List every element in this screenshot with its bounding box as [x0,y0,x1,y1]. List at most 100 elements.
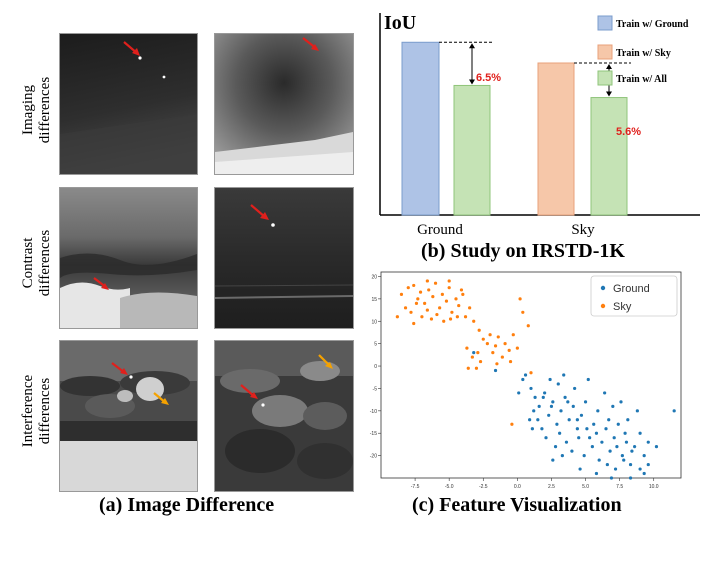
y-tick-label: -15 [370,431,377,437]
scatter-point-ground [563,395,567,399]
scatter-point-ground [541,395,545,399]
scatter-point-ground [559,409,563,413]
scatter-point-sky [454,297,458,301]
scatter-point-ground [642,471,646,476]
legend-marker-ground [600,285,606,291]
y-tick-label: 0 [374,364,377,370]
scatter-point-ground [594,471,599,476]
scatter-point-ground [472,351,476,355]
scatter-point-ground [600,440,604,444]
scatter-point-ground [611,404,615,408]
row-label-line2: differences [37,76,53,144]
scatter-point-ground [616,422,620,426]
arrowhead [606,91,612,97]
scatter-point-sky [474,366,479,370]
scatter-point-ground [551,458,555,462]
x-tick-label: -7.5 [411,484,420,488]
y-tick-label: -5 [373,386,378,392]
legend-label-sky: Sky [613,301,632,313]
scatter-point-sky [448,317,453,321]
scatter-point-ground [521,377,525,382]
scatter-point-ground [566,400,570,404]
legend-label-train-ground: Train w/ Ground [616,19,689,30]
row-label-line2: differences [37,229,53,297]
scatter-point-ground [592,422,596,426]
scatter-point-sky [470,355,474,359]
scatter-point-ground [533,395,537,399]
scatter-point-ground [607,418,611,422]
scatter-point-sky [444,299,449,303]
row-label-interference: Interference differences [20,351,54,471]
scatter-point-ground [573,386,577,391]
scatter-point-sky [496,335,500,339]
scatter-point-ground [549,404,554,408]
scatter-point-sky [438,306,442,310]
scatter-point-ground [623,431,627,435]
scatter-point-ground [530,427,534,431]
scatter-point-sky [429,317,434,321]
scatter-point-ground [517,391,521,395]
infrared-image-interference-2 [214,340,354,492]
scatter-point-ground [588,436,592,440]
x-tick-ground: Ground [417,222,463,238]
scatter-point-ground [556,382,560,386]
arrowhead [606,64,612,69]
legend-label-train-sky: Train w/ Sky [616,48,671,59]
legend-box [590,275,678,317]
x-tick-sky: Sky [571,222,595,238]
scatter-point-sky [476,351,480,355]
scatter-point-ground [543,391,547,395]
scatter-point-sky [440,292,444,296]
scatter-point-sky [529,371,533,375]
x-tick-label: 7.5 [616,484,623,488]
scatter-point-sky [481,337,485,341]
scatter-point-ground [622,458,626,462]
scatter-point-sky [493,344,498,348]
annotation-ground-gap: 6.5% [476,72,501,84]
feature-scatter-plot: -7.5 -5.0 -2.5 0.0 2.5 5.0 7.5 10.0 20 15 10 5 0 -5 -1… [370,271,682,488]
scatter-point-ground [540,427,544,431]
legend-swatch-train-sky [597,44,613,60]
y-tick-label: -10 [370,409,377,415]
caption-image-difference: (a) Image Difference [99,494,275,516]
scatter-point-ground [590,445,594,449]
scatter-point-ground [624,440,629,444]
scatter-point-ground [493,368,498,373]
scatter-point-ground [577,436,581,440]
infrared-image-imaging-1 [59,33,198,175]
scatter-point-ground [583,400,588,404]
infrared-image-contrast-1 [59,187,198,329]
x-tick-label: 2.5 [548,484,555,488]
annotation-sky-gap: 5.6% [616,126,641,138]
scatter-point-sky [488,333,492,337]
scatter-point-sky [399,292,404,296]
scatter-point-ground [528,418,532,422]
scatter-point-ground [613,467,618,471]
arrowhead [469,79,475,85]
scatter-point-sky [412,283,416,288]
scatter-point-ground [575,418,579,422]
scatter-point-sky [507,348,511,352]
scatter-point-sky [508,359,513,364]
scatter-point-sky [409,310,413,314]
scatter-point-sky [526,324,530,328]
scatter-point-ground [544,436,548,440]
legend-marker-sky [600,303,606,309]
scatter-point-sky [406,286,410,290]
scatter-point-ground [523,373,528,377]
scatter-point-ground [646,462,650,467]
scatter-point-ground [628,476,633,480]
x-tick-label: -5.0 [445,484,454,488]
scatter-point-sky [511,333,515,337]
scatter-point-ground [570,449,574,453]
scatter-point-ground [596,409,600,413]
y-tick-label: 10 [371,319,377,325]
row-label-line1: Interference [20,374,36,448]
scatter-point-ground [638,467,642,471]
scatter-point-sky [463,315,468,319]
row-label-imaging: Imaging differences [20,50,54,170]
legend-swatch-train-all [597,70,613,86]
scatter-point-ground [537,404,541,408]
iou-bar-chart: IoU 6.5% 5.6% Ground Sky Train w/ Ground… [379,12,700,238]
scatter-point-sky [420,315,424,319]
